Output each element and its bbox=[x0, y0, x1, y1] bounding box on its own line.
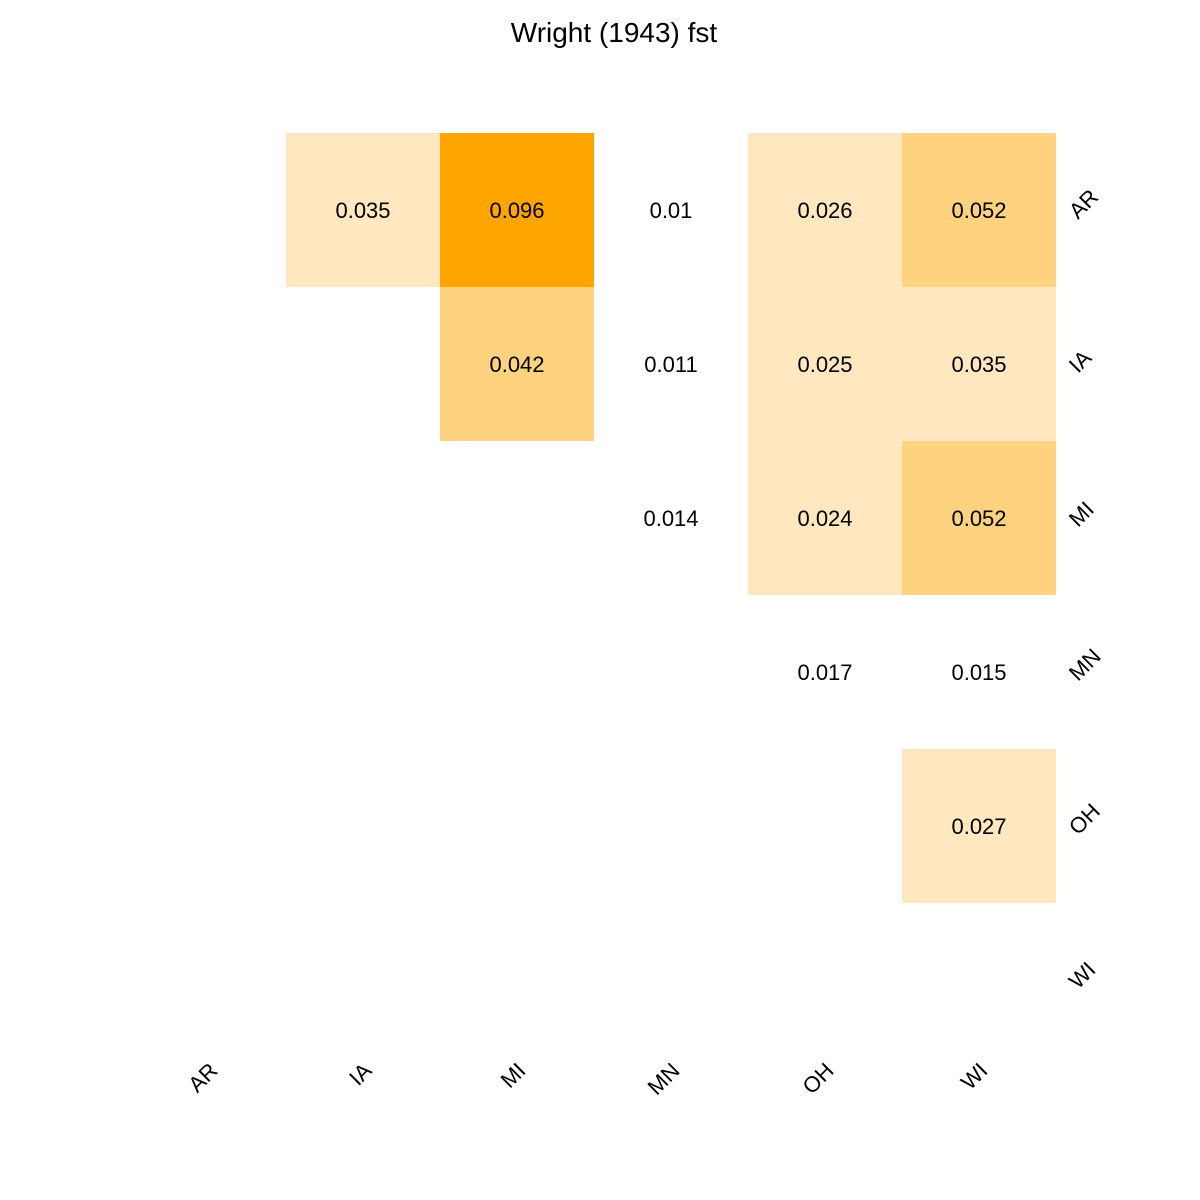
cell-value-label: 0.017 bbox=[797, 660, 852, 685]
heatmap-cell-ia-oh bbox=[748, 287, 902, 441]
heatmap-cell-ia-mn bbox=[594, 287, 748, 441]
heatmap-cell-mn-oh bbox=[748, 595, 902, 749]
row-label-ar: AR bbox=[1064, 184, 1103, 223]
heatmap-cell-ar-ia bbox=[286, 133, 440, 287]
heatmap-cell-ar-oh bbox=[748, 133, 902, 287]
cell-value-label: 0.025 bbox=[797, 352, 852, 377]
row-label-oh: OH bbox=[1064, 799, 1105, 840]
cell-value-label: 0.011 bbox=[644, 352, 697, 377]
heatmap-cell-ia-wi bbox=[902, 287, 1056, 441]
cell-value-label: 0.096 bbox=[489, 198, 544, 223]
row-label-mi: MI bbox=[1064, 497, 1099, 532]
heatmap-cell-mi-oh bbox=[748, 441, 902, 595]
heatmap-cell-ia-mi bbox=[440, 287, 594, 441]
cell-value-label: 0.052 bbox=[951, 506, 1006, 531]
cell-value-label: 0.01 bbox=[650, 198, 693, 223]
column-axis-labels: AR IA MI MN OH WI bbox=[183, 1058, 992, 1100]
heatmap-cell-ar-mn bbox=[594, 133, 748, 287]
cell-value-label: 0.035 bbox=[951, 352, 1006, 377]
heatmap-cell-labels: 0.035 0.096 0.01 0.026 0.052 0.042 0.011 0.025 0… bbox=[335, 198, 1006, 839]
row-axis-labels: AR IA MI MN OH WI bbox=[1064, 184, 1106, 993]
column-label-oh: OH bbox=[798, 1058, 839, 1099]
cell-value-label: 0.052 bbox=[951, 198, 1006, 223]
column-label-ia: IA bbox=[344, 1058, 377, 1091]
cell-value-label: 0.042 bbox=[489, 352, 544, 377]
heatmap-cells bbox=[286, 133, 1056, 903]
column-label-ar: AR bbox=[183, 1058, 222, 1097]
heatmap-cell-oh-wi bbox=[902, 749, 1056, 903]
heatmap-cell-mi-wi bbox=[902, 441, 1056, 595]
column-label-mi: MI bbox=[496, 1058, 531, 1093]
heatmap-cell-mi-mn bbox=[594, 441, 748, 595]
column-label-wi: WI bbox=[956, 1058, 993, 1095]
chart-title: Wright (1943) fst bbox=[511, 17, 718, 48]
row-label-wi: WI bbox=[1064, 957, 1101, 994]
cell-value-label: 0.035 bbox=[335, 198, 390, 223]
heatmap-cell-ar-wi bbox=[902, 133, 1056, 287]
heatmap-cell-mn-wi bbox=[902, 595, 1056, 749]
cell-value-label: 0.014 bbox=[643, 506, 698, 531]
column-label-mn: MN bbox=[643, 1058, 685, 1100]
cell-value-label: 0.026 bbox=[797, 198, 852, 223]
row-label-mn: MN bbox=[1064, 644, 1106, 686]
cell-value-label: 0.015 bbox=[951, 660, 1006, 685]
heatmap-cell-ar-mi bbox=[440, 133, 594, 287]
cell-value-label: 0.027 bbox=[951, 814, 1006, 839]
cell-value-label: 0.024 bbox=[797, 506, 852, 531]
row-label-ia: IA bbox=[1064, 345, 1097, 378]
